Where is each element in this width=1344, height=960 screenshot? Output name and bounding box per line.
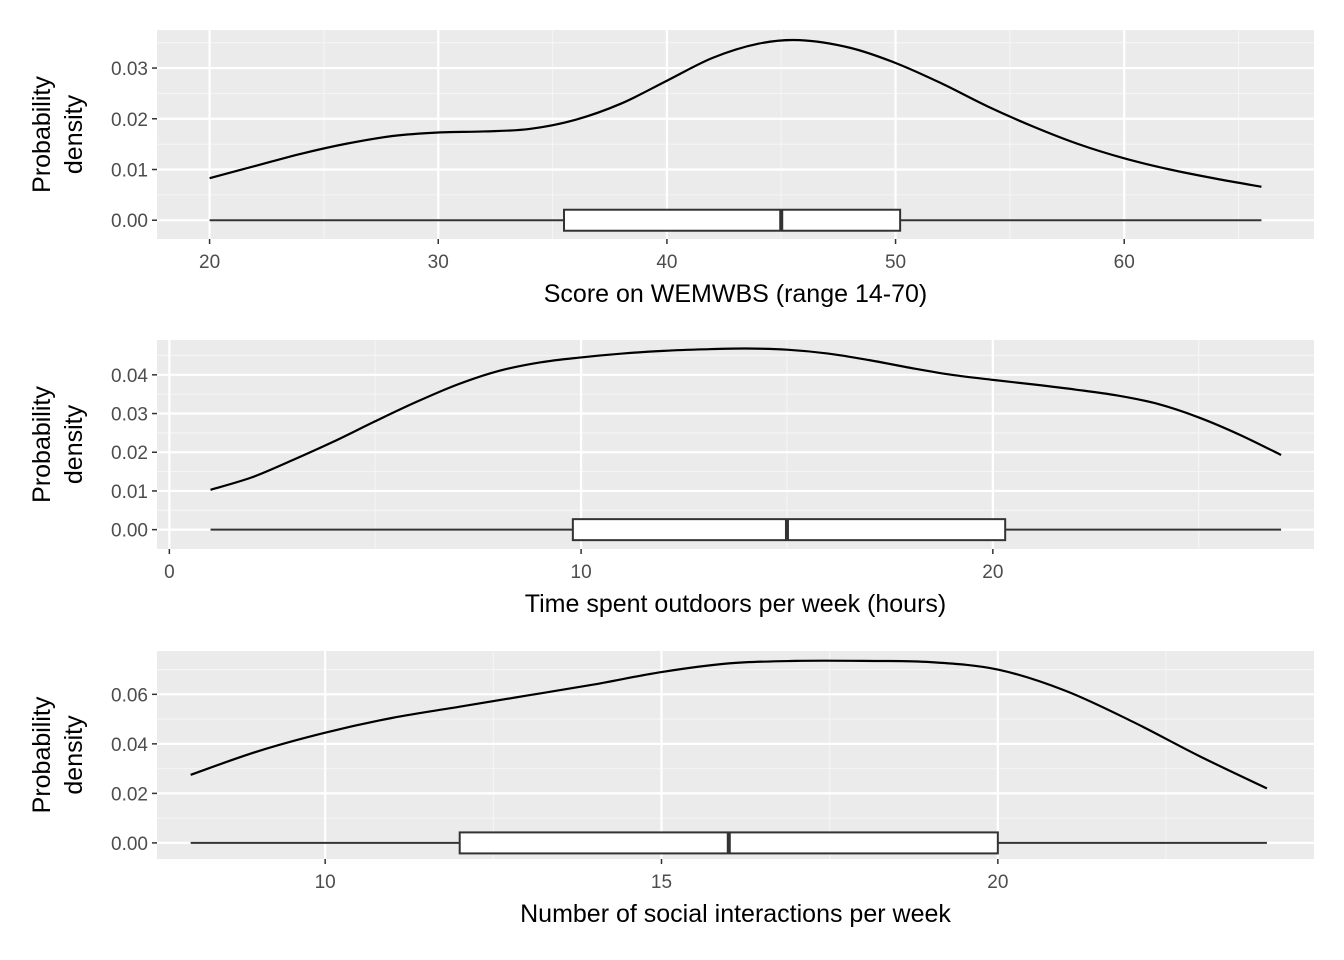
- panel-1-x-tick-label-3: 50: [885, 252, 906, 273]
- panel-1-y-tick-label-1: 0.01: [111, 161, 148, 182]
- panel-2-y-tick-label-3: 0.03: [111, 405, 148, 426]
- panel-2-y-tick-label-0: 0.00: [111, 521, 148, 542]
- panel-3-density-curve: [190, 659, 1268, 790]
- panel-3-background: [157, 651, 1314, 859]
- panel-1-x-tick-label-2: 40: [656, 252, 677, 273]
- panel-1-background: [157, 30, 1314, 239]
- panel-3-x-axis-title: Number of social interactions per week: [520, 900, 951, 928]
- panel-1-y-axis-title-line-1: Probability: [28, 76, 56, 193]
- panel-2-y-axis-title-line-1: Probability: [28, 386, 56, 503]
- panel-3-x-tick-label-0: 10: [315, 872, 336, 893]
- panel-3-y-tick-label-3: 0.06: [111, 685, 148, 706]
- panel-3-y-tick-label-0: 0.00: [111, 834, 148, 855]
- panel-3-y-tick-label-2: 0.04: [111, 735, 148, 756]
- panel-2-background: [157, 340, 1314, 549]
- panel-2-x-tick-label-0: 0: [164, 562, 175, 583]
- panel-2-y-tick-label-1: 0.01: [111, 482, 148, 503]
- panel-3-y-axis-title-line-1: Probability: [28, 696, 56, 813]
- panel-1-box: [563, 208, 902, 232]
- panel-1-y-tick-label-0: 0.00: [111, 211, 148, 232]
- panel-2-density-curve: [210, 347, 1282, 491]
- panel-2-x-axis-title: Time spent outdoors per week (hours): [525, 590, 946, 618]
- panel-1-x-axis-title: Score on WEMWBS (range 14-70): [544, 280, 927, 308]
- panel-3-x-tick-label-1: 15: [651, 872, 672, 893]
- panel-3-y-axis-title-line-2: density: [60, 715, 88, 795]
- panel-3-x-tick-label-2: 20: [987, 872, 1008, 893]
- panel-2-y-axis-title-line-2: density: [60, 404, 88, 484]
- panel-1-x-tick-label-0: 20: [199, 252, 220, 273]
- panel-3: 10 15 20 0.00 0.02 0.04 0.06 Number of social i…: [28, 651, 1314, 928]
- panel-2-x-tick-label-2: 20: [982, 562, 1003, 583]
- panel-2: 0 10 20 0.00 0.01 0.02 0.03 0.04 Time spent outd…: [28, 340, 1314, 618]
- panel-1-y-tick-label-3: 0.03: [111, 59, 148, 80]
- panel-2-y-tick-label-2: 0.02: [111, 443, 148, 464]
- panel-1-y-tick-label-2: 0.02: [111, 110, 148, 131]
- panel-2-box: [571, 518, 1007, 542]
- panel-1: 20 30 40 50 60 0.00 0.01 0.02 0.03 Score on WEMWB…: [28, 30, 1314, 308]
- panel-3-y-tick-label-1: 0.02: [111, 784, 148, 805]
- panel-2-y-tick-label-4: 0.04: [111, 366, 148, 387]
- panel-1-x-tick-label-4: 60: [1114, 252, 1135, 273]
- panel-1-y-axis-title-line-2: density: [60, 94, 88, 174]
- panel-1-density-curve: [209, 38, 1262, 188]
- panel-1-x-tick-label-1: 30: [428, 252, 449, 273]
- panel-2-x-tick-label-1: 10: [571, 562, 592, 583]
